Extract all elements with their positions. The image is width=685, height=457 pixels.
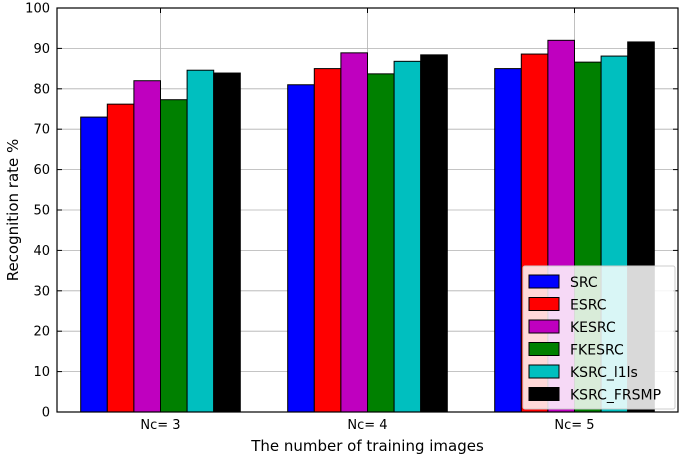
bar bbox=[393, 60, 422, 413]
bar bbox=[186, 69, 215, 413]
bar bbox=[420, 54, 448, 413]
y-tick-label: 60 bbox=[33, 163, 50, 178]
legend-label: SRC bbox=[570, 275, 598, 291]
bar bbox=[160, 99, 188, 413]
legend-label: KESRC bbox=[570, 320, 616, 336]
bar bbox=[313, 68, 342, 413]
x-axis-label: The number of training images bbox=[250, 437, 484, 455]
bar bbox=[340, 52, 368, 413]
y-tick-label: 30 bbox=[33, 284, 50, 299]
y-tick-label: 10 bbox=[33, 365, 50, 380]
bar bbox=[106, 103, 135, 413]
y-tick-label: 50 bbox=[33, 204, 50, 219]
y-tick-label: 90 bbox=[33, 42, 50, 57]
y-tick-label: 20 bbox=[33, 325, 50, 340]
y-tick-label: 0 bbox=[42, 406, 50, 421]
x-tick-label: Nc= 3 bbox=[140, 418, 180, 433]
x-tick-label: Nc= 4 bbox=[347, 418, 387, 433]
legend-swatch bbox=[528, 342, 560, 356]
legend-swatch bbox=[528, 297, 560, 311]
y-axis-ticks: 0 10 20 30 40 50 60 70 80 90 100 bbox=[25, 2, 678, 421]
legend-label: FKESRC bbox=[570, 343, 624, 359]
bar bbox=[213, 72, 241, 413]
bar bbox=[367, 73, 395, 413]
y-tick-label: 40 bbox=[33, 244, 50, 259]
legend-box bbox=[522, 265, 676, 410]
y-tick-label: 100 bbox=[25, 2, 50, 17]
y-tick-label: 70 bbox=[33, 123, 50, 138]
bar bbox=[287, 84, 315, 413]
x-tick-label: Nc= 5 bbox=[554, 418, 594, 433]
legend-swatch bbox=[528, 364, 560, 379]
y-axis-label: Recognition rate % bbox=[4, 139, 22, 282]
legend-swatch bbox=[528, 319, 560, 334]
legend-label: KSRC_l1ls bbox=[570, 365, 638, 381]
bar bbox=[133, 80, 161, 413]
bar bbox=[80, 116, 108, 413]
bar bbox=[494, 68, 522, 413]
legend-swatch bbox=[528, 387, 560, 401]
legend-label: ESRC bbox=[570, 298, 607, 314]
x-axis-ticks: Nc= 3 Nc= 4 Nc= 5 bbox=[140, 8, 595, 433]
y-tick-label: 80 bbox=[33, 82, 50, 97]
legend: SRC ESRC KESRC FKESRC KSRC_l1ls KSRC_FRSMP bbox=[522, 265, 676, 410]
legend-swatch bbox=[528, 274, 560, 289]
legend-label: KSRC_FRSMP bbox=[570, 388, 661, 404]
